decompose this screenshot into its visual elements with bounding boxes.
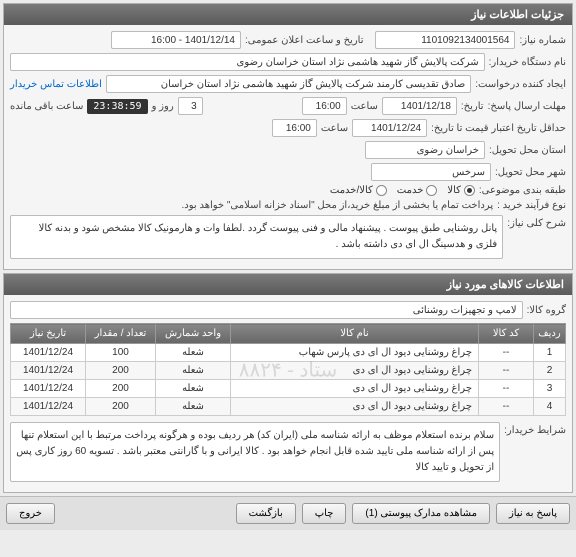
th-qty: تعداد / مقدار	[86, 324, 156, 344]
table-cell: --	[479, 362, 534, 380]
table-cell: چراغ روشنایی دیود ال ای دی	[231, 362, 479, 380]
respond-button[interactable]: پاسخ به نیاز	[496, 503, 570, 524]
table-cell: 1401/12/24	[11, 344, 86, 362]
process-note: پرداخت تمام یا بخشی از مبلغ خرید،از محل …	[10, 200, 493, 211]
footer-bar: پاسخ به نیاز مشاهده مدارک پیوستی (1) چاپ…	[0, 496, 576, 530]
item-group-value: لامپ و تجهیزات روشنائی	[10, 301, 523, 319]
th-unit: واحد شمارش	[156, 324, 231, 344]
table-cell: 100	[86, 344, 156, 362]
deadline-time-value: 16:00	[302, 97, 347, 115]
attachments-button[interactable]: مشاهده مدارک پیوستی (1)	[352, 503, 490, 524]
table-cell: شعله	[156, 398, 231, 416]
need-no-value: 1101092134001564	[375, 31, 515, 49]
print-button[interactable]: چاپ	[302, 503, 347, 524]
date-word-1: تاریخ:	[461, 101, 484, 112]
table-cell: 1401/12/24	[11, 380, 86, 398]
table-header-row: ردیف کد کالا نام کالا واحد شمارش تعداد /…	[11, 324, 566, 344]
delivery-prov-value: خراسان رضوی	[365, 141, 485, 159]
buyer-terms-value: سلام برنده استعلام موظف به ارائه شناسه م…	[10, 422, 500, 482]
announce-dt-value: 1401/12/14 - 16:00	[111, 31, 241, 49]
delivery-city-label: شهر محل تحویل:	[495, 167, 566, 178]
table-cell: --	[479, 398, 534, 416]
radio-kala-label: کالا	[447, 185, 461, 196]
table-cell: شعله	[156, 344, 231, 362]
time-word-1: ساعت	[351, 101, 378, 112]
table-cell: 4	[534, 398, 566, 416]
deadline-label: مهلت ارسال پاسخ:	[488, 101, 566, 112]
table-cell: --	[479, 380, 534, 398]
countdown-timer: 23:38:59	[87, 99, 147, 114]
radio-both[interactable]: کالا/خدمت	[330, 185, 387, 196]
back-button[interactable]: بازگشت	[236, 503, 296, 524]
remaining-label: ساعت باقی مانده	[10, 101, 83, 112]
table-cell: 200	[86, 362, 156, 380]
items-table: ردیف کد کالا نام کالا واحد شمارش تعداد /…	[10, 323, 566, 416]
valid-date-value: 1401/12/24	[352, 119, 427, 137]
table-row[interactable]: 3--چراغ روشنایی دیود ال ای دیشعله2001401…	[11, 380, 566, 398]
table-cell: چراغ روشنایی دیود ال ای دی	[231, 380, 479, 398]
radio-dot-icon	[376, 185, 387, 196]
th-code: کد کالا	[479, 324, 534, 344]
table-row[interactable]: 4--چراغ روشنایی دیود ال ای دیشعله2001401…	[11, 398, 566, 416]
table-cell: 3	[534, 380, 566, 398]
announce-dt-label: تاریخ و ساعت اعلان عمومی:	[245, 35, 364, 46]
days-remaining-value: 3	[178, 97, 203, 115]
table-cell: 1401/12/24	[11, 398, 86, 416]
table-cell: شعله	[156, 380, 231, 398]
delivery-city-value: سرخس	[371, 163, 491, 181]
need-details-panel: جزئیات اطلاعات نیاز شماره نیاز: 11010921…	[3, 3, 573, 270]
delivery-prov-label: استان محل تحویل:	[489, 145, 566, 156]
day-and-label: روز و	[152, 101, 174, 112]
valid-time-value: 16:00	[272, 119, 317, 137]
requester-label: ایجاد کننده درخواست:	[475, 79, 566, 90]
table-row[interactable]: 1--چراغ روشنایی دیود ال ای دی پارس شهابش…	[11, 344, 566, 362]
buyer-org-value: شرکت پالایش گاز شهید هاشمی نژاد استان خر…	[10, 53, 485, 71]
buyer-terms-label: شرایط خریدار:	[504, 422, 566, 436]
time-word-2: ساعت	[321, 123, 348, 134]
radio-khedmat[interactable]: خدمت	[397, 185, 438, 196]
table-cell: چراغ روشنایی دیود ال ای دی	[231, 398, 479, 416]
th-name: نام کالا	[231, 324, 479, 344]
th-date: تاریخ نیاز	[11, 324, 86, 344]
process-type-label: نوع فرآیند خرید :	[497, 200, 566, 211]
need-details-header: جزئیات اطلاعات نیاز	[4, 4, 572, 25]
radio-khedmat-label: خدمت	[397, 185, 424, 196]
items-panel: اطلاعات کالاهای مورد نیاز گروه کالا: لام…	[3, 273, 573, 493]
items-header: اطلاعات کالاهای مورد نیاز	[4, 274, 572, 295]
table-row[interactable]: 2--چراغ روشنایی دیود ال ای دیشعله2001401…	[11, 362, 566, 380]
table-cell: 1401/12/24	[11, 362, 86, 380]
need-desc-value: پانل روشنایی طبق پیوست . پیشنهاد مالی و …	[10, 215, 503, 259]
table-cell: 200	[86, 380, 156, 398]
requester-value: صادق تقدیسی کارمند شرکت پالایش گاز شهید …	[106, 75, 471, 93]
need-desc-label: شرح کلی نیاز:	[507, 215, 566, 229]
radio-kala[interactable]: کالا	[447, 185, 475, 196]
need-no-label: شماره نیاز:	[519, 35, 566, 46]
deadline-date-value: 1401/12/18	[382, 97, 457, 115]
category-radio-group: کالا خدمت کالا/خدمت	[330, 185, 475, 196]
exit-button[interactable]: خروج	[6, 503, 55, 524]
radio-dot-icon	[426, 185, 437, 196]
table-cell: 2	[534, 362, 566, 380]
th-row: ردیف	[534, 324, 566, 344]
category-label: طبقه بندی موضوعی:	[479, 185, 566, 196]
table-cell: --	[479, 344, 534, 362]
table-cell: 200	[86, 398, 156, 416]
contact-link[interactable]: اطلاعات تماس خریدار	[10, 79, 102, 90]
table-cell: شعله	[156, 362, 231, 380]
table-cell: 1	[534, 344, 566, 362]
radio-both-label: کالا/خدمت	[330, 185, 373, 196]
radio-dot-icon	[464, 185, 475, 196]
buyer-org-label: نام دستگاه خریدار:	[489, 57, 566, 68]
valid-until-label: حداقل تاریخ اعتبار قیمت تا تاریخ:	[431, 123, 566, 134]
table-cell: چراغ روشنایی دیود ال ای دی پارس شهاب	[231, 344, 479, 362]
items-table-wrap: ردیف کد کالا نام کالا واحد شمارش تعداد /…	[10, 323, 566, 416]
item-group-label: گروه کالا:	[527, 305, 566, 316]
